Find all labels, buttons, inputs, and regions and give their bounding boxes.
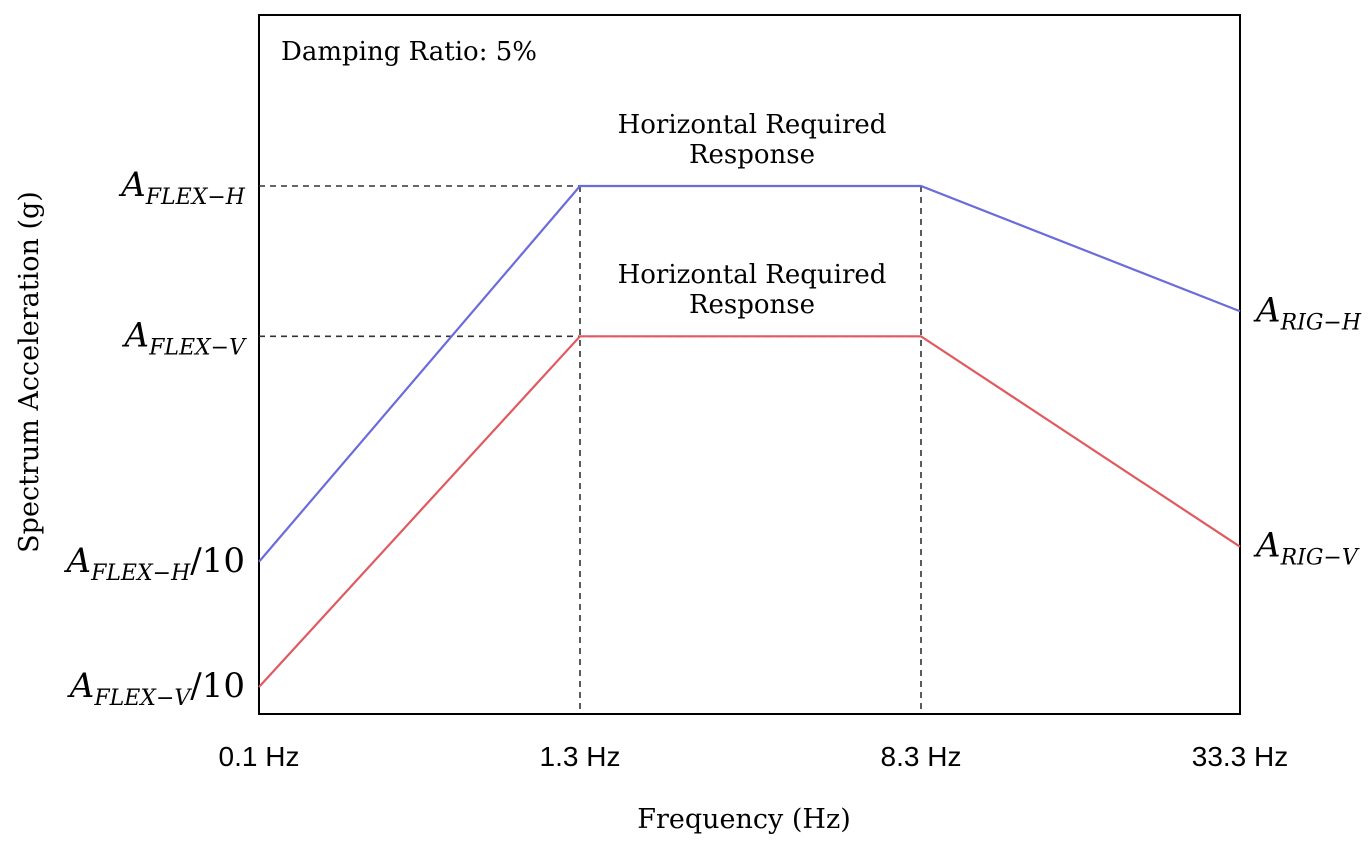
y-axis-title: Spectrum Acceleration (g): [14, 191, 45, 553]
damping-annotation: Damping Ratio: 5%: [281, 37, 537, 67]
series-label-line: Response: [689, 140, 815, 170]
plot-frame: [258, 14, 1241, 715]
y-level-label: AFLEX−V/10: [67, 666, 245, 711]
vertical-response-line: [258, 335, 1241, 688]
y-level-label: AFLEX−H: [118, 165, 246, 210]
x-tick-label: 0.1 Hz: [219, 741, 300, 772]
x-axis-ticks: 0.1 Hz 1.3 Hz 8.3 Hz 33.3 Hz: [219, 741, 1289, 772]
y-level-label: AFLEX−H/10: [64, 541, 246, 586]
horizontal-response-line: [258, 184, 1241, 563]
series-label-line: Horizontal Required: [618, 110, 887, 140]
x-axis-title: Frequency (Hz): [637, 804, 850, 835]
series-label-line: Response: [689, 290, 815, 320]
series-lines: [258, 184, 1241, 688]
series-label-line: Horizontal Required: [618, 260, 887, 290]
y-axis-labels: AFLEX−H AFLEX−V AFLEX−H/10 AFLEX−V/10 ARIG−H…: [64, 165, 1362, 711]
y-level-label: AFLEX−V: [122, 315, 248, 360]
y-level-label: ARIG−V: [1253, 526, 1360, 571]
x-tick-label: 1.3 Hz: [540, 741, 621, 772]
y-level-label: ARIG−H: [1253, 290, 1362, 335]
x-tick-label: 33.3 Hz: [1192, 741, 1289, 772]
x-tick-label: 8.3 Hz: [881, 741, 962, 772]
